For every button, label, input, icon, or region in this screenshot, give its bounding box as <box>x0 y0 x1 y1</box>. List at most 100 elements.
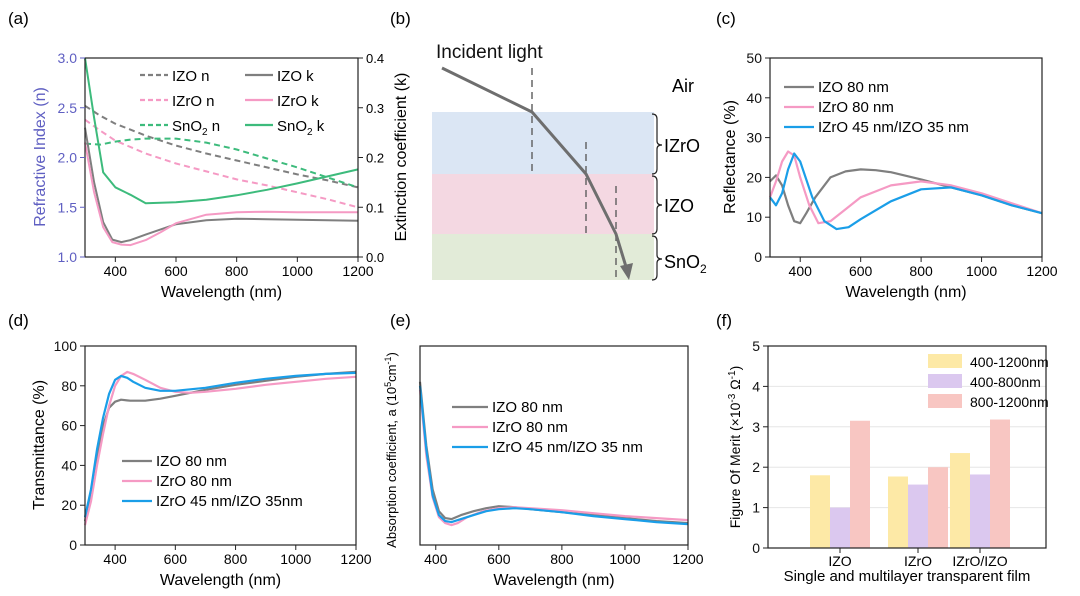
chart-f-legend-swatch <box>928 394 962 408</box>
chart-a-legend-label-base: SnO <box>172 118 202 135</box>
chart-e-x-tick-label: 1000 <box>609 551 640 567</box>
chart-f-legend-swatch <box>928 354 962 368</box>
chart-a-optical-constants: 400 600 800 1000 1200 Wavelength (nm) 1.0 1.5 2.… <box>32 50 410 301</box>
chart-a-legend-label: IZO k <box>277 68 314 85</box>
chart-f-y-tick-label: 2 <box>752 459 760 475</box>
chart-c-x-axis-title: Wavelength (nm) <box>845 284 966 301</box>
chart-a-x-tick-label: 1200 <box>342 263 373 279</box>
chart-f-x-tick-label: IZrO <box>904 553 932 569</box>
chart-e-x-tick-label: 400 <box>424 551 448 567</box>
chart-c-reflectance: 400 600 800 1000 1200 Wavelength (nm) 0 10 20 30 4… <box>722 50 1058 301</box>
layer-izro <box>432 112 654 174</box>
chart-f-bar-800-1200nm <box>928 467 948 548</box>
chart-a-legend-label-suffix: k <box>313 118 325 135</box>
chart-e-legend-label: IZrO 45 nm/IZO 35 nm <box>492 439 643 456</box>
chart-f-bar-400-1200nm <box>810 475 830 548</box>
diagram-b-light-path: Incident light Air IZrO IZO SnO2 <box>432 42 707 281</box>
chart-a-legend-label: IZO n <box>172 68 210 85</box>
chart-f-bar-400-800nm <box>970 474 990 548</box>
chart-a-y2-axis-title: Extinction coefficient (k) <box>393 73 410 242</box>
chart-a-y-axis-title: Refractive Index (n) <box>32 87 49 227</box>
chart-f-x-tick-label: IZrO/IZO <box>952 553 1007 569</box>
chart-a-y-tick-label: 2.5 <box>58 100 78 116</box>
chart-d-legend-label: IZO 80 nm <box>156 453 227 470</box>
chart-f-y-axis-title-sup2: -1 <box>727 370 738 379</box>
chart-d-y-tick-label: 40 <box>61 457 77 473</box>
chart-a-y2-tick-label: 0.4 <box>366 51 384 66</box>
chart-d-series-1 <box>83 370 357 526</box>
chart-a-x-axis-title: Wavelength (nm) <box>161 284 282 301</box>
chart-e-legend-label: IZrO 80 nm <box>492 419 568 436</box>
panel-label-b: (b) <box>390 9 411 28</box>
chart-c-y-tick-label: 50 <box>746 50 762 66</box>
chart-a-y-tick-label: 3.0 <box>58 50 78 66</box>
panel-label-e: (e) <box>390 311 411 330</box>
chart-e-series-2 <box>418 385 689 526</box>
chart-c-legend-label: IZrO 45 nm/IZO 35 nm <box>818 119 969 136</box>
chart-a-legend-label-base: IZO k <box>277 68 314 85</box>
chart-f-x-axis-title: Single and multilayer transparent film <box>784 568 1031 585</box>
chart-c-y-axis-title: Reflectance (%) <box>722 100 739 214</box>
chart-f-plot-frame <box>767 345 1047 549</box>
chart-d-series-0 <box>83 370 357 522</box>
label-air: Air <box>672 76 694 96</box>
chart-a-y2-tick-label: 0.1 <box>366 200 384 215</box>
chart-d-y-tick-label: 60 <box>61 418 77 434</box>
label-sno2: SnO2 <box>664 252 707 276</box>
chart-f-y-tick-label: 1 <box>752 500 760 516</box>
chart-a-legend-label: IZrO n <box>172 93 215 110</box>
chart-f-bar-400-1200nm <box>950 453 970 548</box>
chart-d-x-tick-label: 800 <box>224 551 248 567</box>
chart-d-series-2 <box>83 371 357 518</box>
chart-e-legend-label: IZO 80 nm <box>492 399 563 416</box>
chart-a-legend-label-sub: 2 <box>307 127 313 138</box>
chart-d-y-axis-title: Transmittance (%) <box>31 380 48 510</box>
chart-d-x-tick-label: 1200 <box>340 551 371 567</box>
chart-e-x-tick-label: 1200 <box>672 551 703 567</box>
chart-d-y-tick-label: 100 <box>54 338 78 354</box>
chart-f-bar-800-1200nm <box>990 419 1010 548</box>
chart-f-bar-400-800nm <box>830 507 850 548</box>
chart-c-series-2 <box>769 152 1043 231</box>
label-sno2-sub: 2 <box>700 262 707 276</box>
chart-f-figure-of-merit: IZO IZrO IZrO/IZO 0 1 2 3 4 5 Single and multilay… <box>727 338 1049 585</box>
chart-f-y-axis-title-sup1: -3 <box>727 393 738 402</box>
chart-a-y-tick-label: 2.0 <box>58 150 78 166</box>
chart-a-legend-label-base: IZrO k <box>277 93 319 110</box>
chart-a-y2-tick-label: 0.2 <box>366 151 384 166</box>
panel-label-a: (a) <box>8 9 29 28</box>
chart-f-y-axis-title-base: Figure Of Merit (×10 <box>727 402 743 528</box>
chart-a-series-izro-n <box>84 118 359 209</box>
incident-light-label: Incident light <box>436 42 543 63</box>
chart-a-legend-label-sub: 2 <box>202 127 208 138</box>
chart-e-absorption: 400 600 800 1000 1200 Wavelength (nm) Absorpti… <box>383 345 704 589</box>
brace-izo <box>651 175 663 235</box>
chart-c-x-tick-label: 800 <box>909 263 933 279</box>
chart-c-y-tick-label: 30 <box>746 130 762 146</box>
chart-e-y-axis-title-end: ) <box>384 352 399 356</box>
chart-a-x-tick-label: 400 <box>104 263 128 279</box>
chart-a-y2-tick-label: 0.0 <box>366 250 384 265</box>
chart-a-series-sno2-k <box>84 57 359 205</box>
chart-d-y-tick-label: 80 <box>61 378 77 394</box>
chart-e-y-axis-title: Absorption coefficient, a (105cm-1) <box>383 352 399 548</box>
chart-a-legend-label-base: SnO <box>277 118 307 135</box>
chart-a-legend-label: IZrO k <box>277 93 319 110</box>
chart-c-plot-frame <box>769 57 1043 258</box>
chart-a-x-tick-label: 600 <box>164 263 188 279</box>
light-ray <box>441 66 629 271</box>
chart-c-y-tick-label: 0 <box>754 249 762 265</box>
chart-d-x-tick-label: 600 <box>164 551 188 567</box>
chart-f-bar-400-1200nm <box>888 476 908 548</box>
chart-f-y-axis-title-end: ) <box>727 366 743 371</box>
chart-a-series-sno2-n <box>84 137 359 189</box>
chart-f-y-tick-label: 0 <box>752 540 760 556</box>
layer-sno2 <box>432 234 654 280</box>
chart-f-y-axis-title: Figure Of Merit (×10-3 Ω-1) <box>727 366 743 529</box>
chart-f-bar-400-800nm <box>908 484 928 548</box>
chart-a-legend-label-base: IZrO n <box>172 93 215 110</box>
chart-a-x-tick-label: 800 <box>225 263 249 279</box>
label-sno2-base: SnO <box>664 252 700 272</box>
chart-a-plot-frame <box>84 57 359 258</box>
